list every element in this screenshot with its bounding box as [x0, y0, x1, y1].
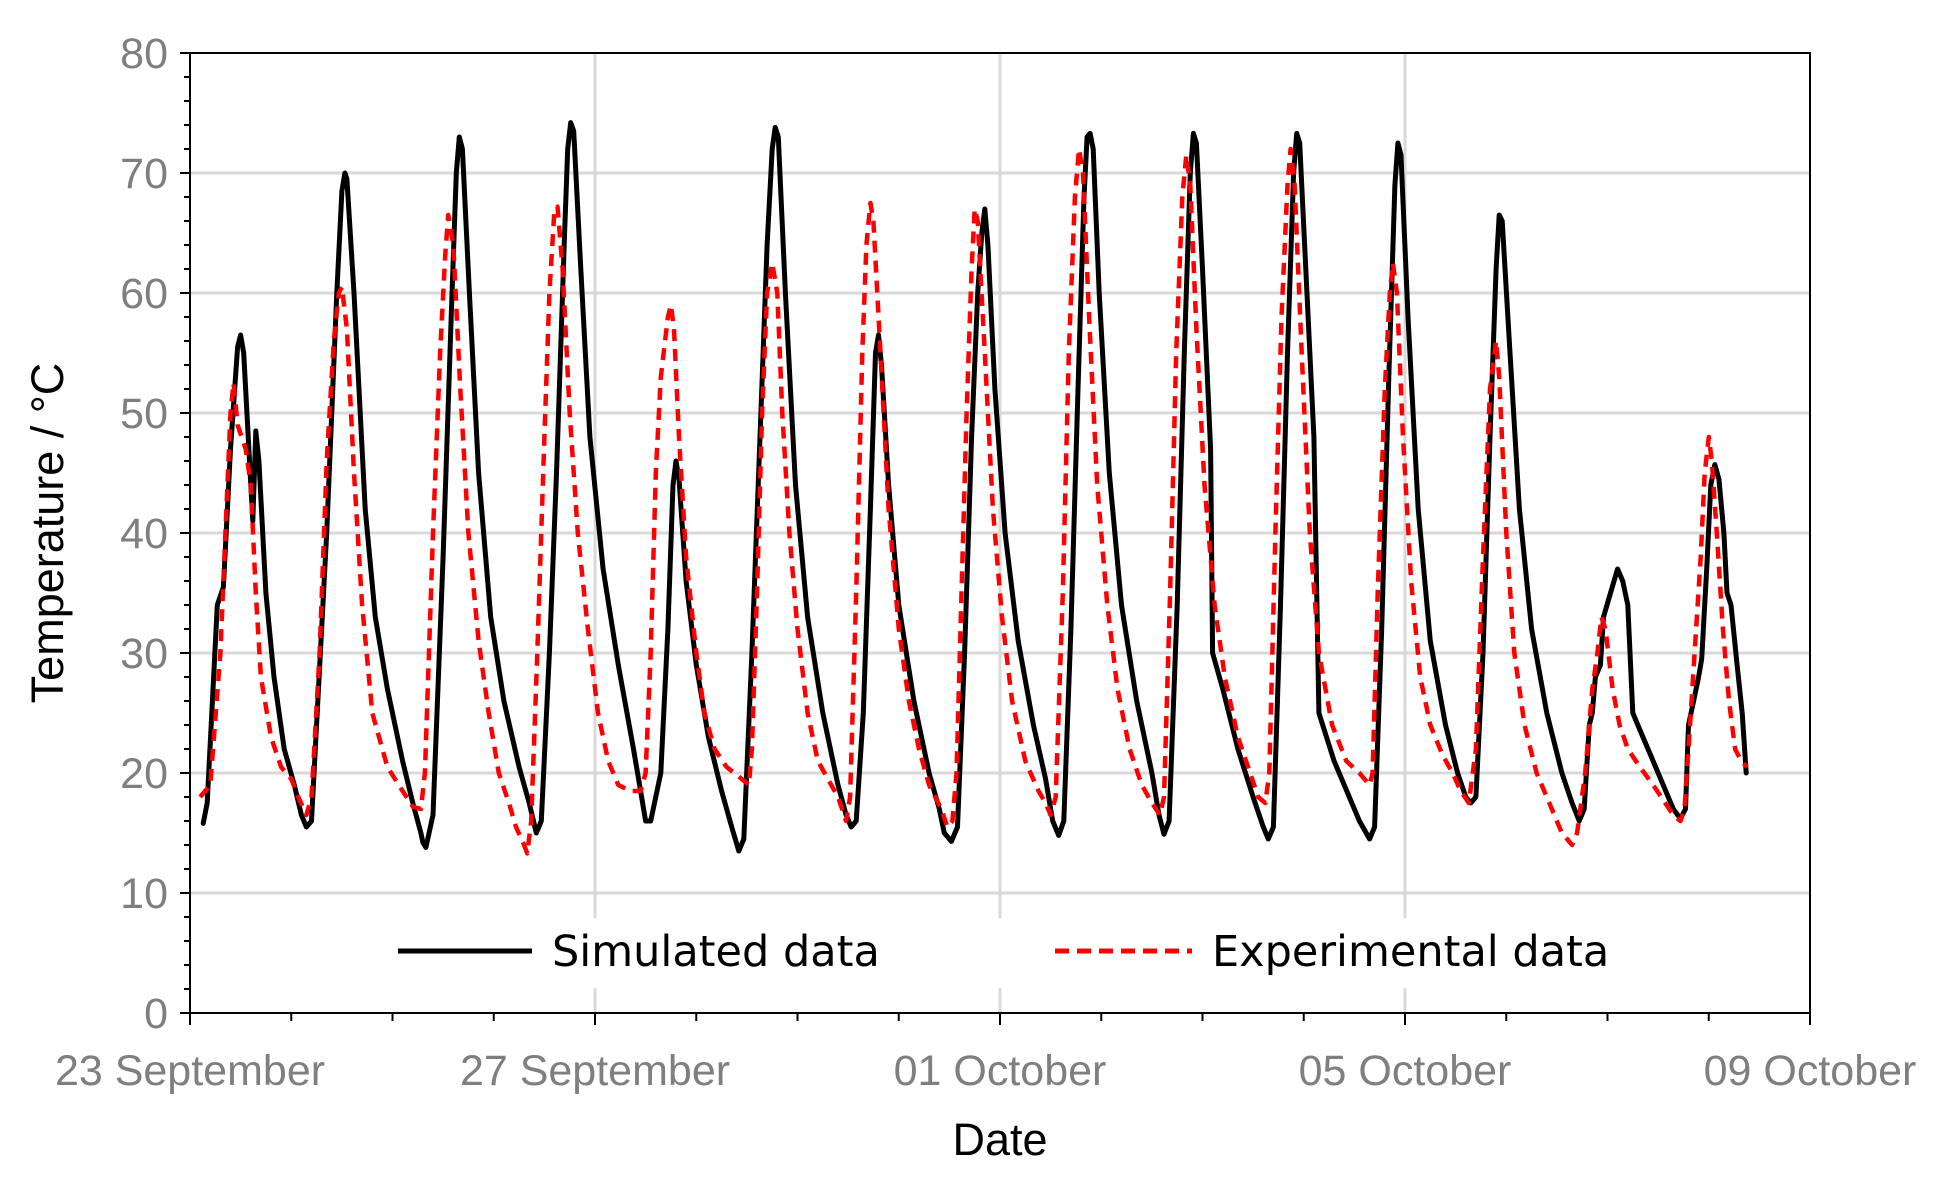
y-tick-label: 80	[120, 30, 168, 78]
x-tick-label: 01 October	[894, 1047, 1107, 1095]
series-lines	[198, 120, 1749, 856]
series-line-simulated	[200, 120, 1749, 854]
y-tick-label: 10	[120, 870, 168, 918]
y-tick-label: 60	[120, 270, 168, 318]
series-line-experimental	[198, 146, 1749, 856]
y-tick-label: 20	[120, 750, 168, 798]
x-tick-label: 05 October	[1299, 1047, 1512, 1095]
x-tick-label: 09 October	[1704, 1047, 1917, 1095]
legend-background	[385, 918, 1645, 988]
y-tick-label: 40	[120, 510, 168, 558]
x-tick-label: 27 September	[460, 1047, 730, 1095]
x-tick-label: 23 September	[55, 1047, 325, 1095]
y-tick-label: 70	[120, 150, 168, 198]
x-axis-title: Date	[952, 1114, 1047, 1165]
y-axis-title: Temperature / °C	[22, 363, 73, 704]
y-tick-label: 50	[120, 390, 168, 438]
y-tick-label: 0	[144, 990, 168, 1038]
legend-label-experimental: Experimental data	[1212, 927, 1609, 977]
axes: 0 10 20 30 40 50 60 70 80 23 September 27 Septembe…	[55, 30, 1916, 1095]
y-tick-label: 30	[120, 630, 168, 678]
legend-label-simulated: Simulated data	[552, 927, 880, 977]
legend: Simulated data Experimental data	[385, 918, 1645, 988]
